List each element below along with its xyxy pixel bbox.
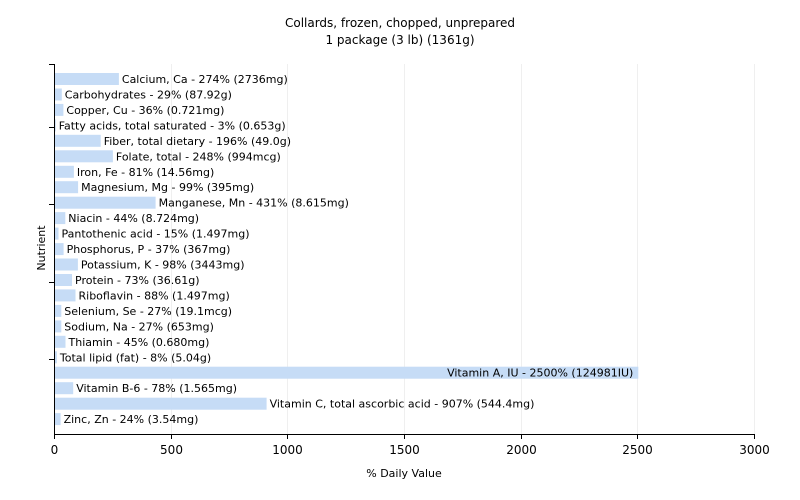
x-tick-label-2: 1000 [272,443,303,457]
bar-4 [55,134,101,147]
bar-20 [55,382,74,395]
bar-15 [55,304,62,317]
y-axis-label: Nutrient [35,225,48,271]
bar-label-8: Manganese, Mn - 431% (8.615mg) [159,197,349,210]
bar-6 [55,165,74,178]
bar-label-10: Pantothenic acid - 15% (1.497mg) [62,228,250,241]
chart-subtitle: 1 package (3 lb) (1361g) [325,33,474,47]
bar-label-12: Potassium, K - 98% (3443mg) [81,259,245,272]
bar-1 [55,88,62,101]
bar-label-11: Phosphorus, P - 37% (367mg) [67,243,231,256]
bar-label-13: Protein - 73% (36.61g) [75,274,200,287]
bar-label-2: Copper, Cu - 36% (0.721mg) [66,104,224,117]
bar-label-21: Vitamin C, total ascorbic acid - 907% (5… [270,398,535,411]
bar-13 [55,274,72,286]
bar-5 [55,150,113,163]
x-tick-label-6: 3000 [739,443,770,457]
bar-17 [55,335,66,348]
bar-label-14: Riboflavin - 88% (1.497mg) [79,289,230,302]
bar-label-9: Niacin - 44% (8.724mg) [68,212,199,225]
bar-label-18: Total lipid (fat) - 8% (5.04g) [59,351,211,364]
bar-11 [55,243,64,256]
bar-12 [55,258,78,271]
bar-8 [55,196,156,209]
bar-label-22: Zinc, Zn - 24% (3.54mg) [64,413,199,426]
x-axis-label: % Daily Value [366,467,442,480]
x-tick-label-3: 1500 [389,443,420,457]
chart-title: Collards, frozen, chopped, unprepared [285,16,515,30]
x-tick-label-4: 2000 [506,443,537,457]
bar-label-3: Fatty acids, total saturated - 3% (0.653… [59,119,286,132]
bar-label-20: Vitamin B-6 - 78% (1.565mg) [76,382,237,395]
bar-label-1: Carbohydrates - 29% (87.92g) [65,89,232,102]
bar-0 [55,73,119,85]
bar-label-15: Selenium, Se - 27% (19.1mcg) [64,305,232,318]
bar-label-5: Folate, total - 248% (994mcg) [116,150,281,163]
x-tick-label-5: 2500 [622,443,653,457]
bar-7 [55,181,79,194]
x-tick-label-0: 0 [51,443,59,457]
bar-22 [55,413,61,426]
bar-label-16: Sodium, Na - 27% (653mg) [64,320,214,333]
bar-19 [55,366,639,379]
bar-18 [55,351,57,364]
bar-label-0: Calcium, Ca - 274% (2736mg) [122,73,288,86]
x-ticks: 0 500 1000 1500 2000 2500 3000 [51,434,770,457]
bar-9 [55,212,66,225]
bar-16 [55,320,62,333]
bar-label-6: Iron, Fe - 81% (14.56mg) [77,166,214,179]
bar-label-4: Fiber, total dietary - 196% (49.0g) [104,135,291,148]
bar-label-7: Magnesium, Mg - 99% (395mg) [81,181,254,194]
bar-label-19: Vitamin A, IU - 2500% (124981IU) [447,367,633,380]
bar-14 [55,289,76,302]
bar-label-17: Thiamin - 45% (0.680mg) [68,336,210,349]
bar-21 [55,397,267,410]
bars: Calcium, Ca - 274% (2736mg) Carbohydrates… [55,73,639,426]
bar-2 [55,103,64,116]
x-tick-label-1: 500 [160,443,183,457]
bar-10 [55,227,59,240]
bar-3 [55,119,56,132]
